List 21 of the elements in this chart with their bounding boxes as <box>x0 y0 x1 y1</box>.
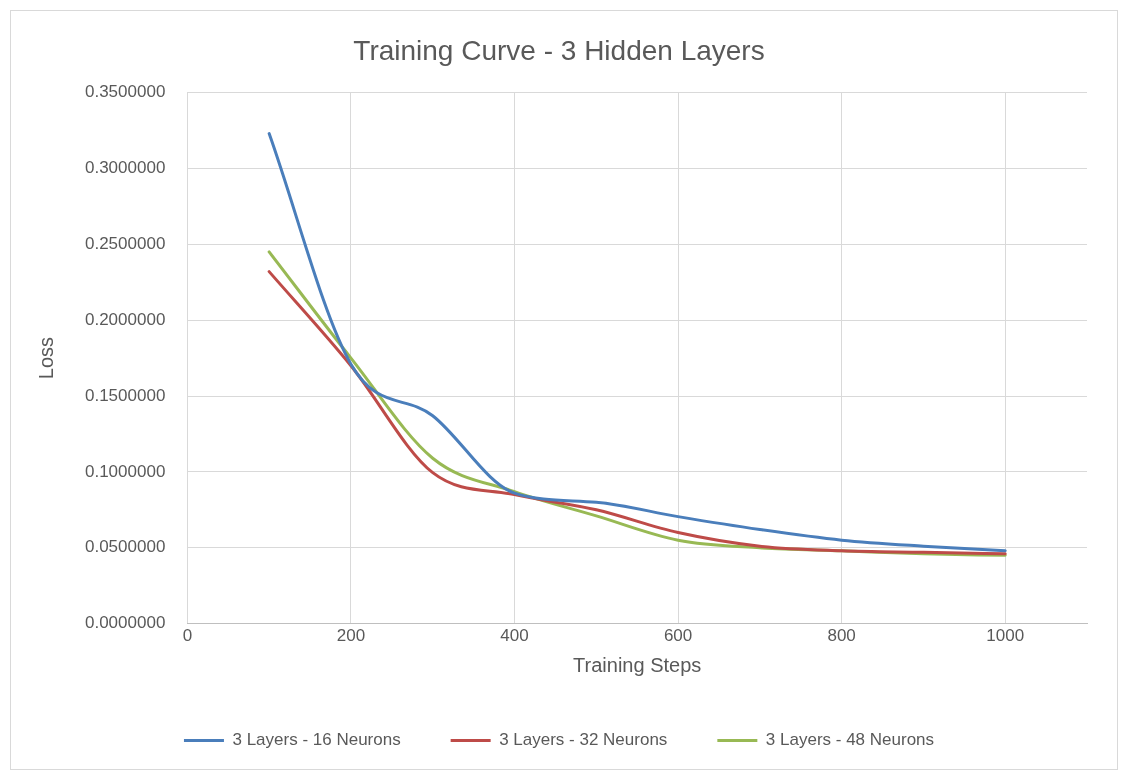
legend-label: 3 Layers - 32 Neurons <box>499 730 668 750</box>
x-tick-label: 0 <box>182 626 193 646</box>
y-tick-label: 0.0500000 <box>84 537 166 557</box>
y-tick-label: 0.1500000 <box>84 385 166 405</box>
x-tick-label: 800 <box>827 626 856 646</box>
legend-label: 3 Layers - 16 Neurons <box>232 730 401 750</box>
legend-label: 3 Layers - 48 Neurons <box>765 730 935 750</box>
x-tick-label: 600 <box>663 626 693 646</box>
x-tick-label: 1000 <box>986 626 1025 646</box>
chart-title: Training Curve - 3 Hidden Layers <box>353 34 765 66</box>
y-axis-title: Loss <box>34 336 57 380</box>
x-tick-label: 400 <box>500 626 529 646</box>
y-tick-label: 0.3000000 <box>84 158 166 178</box>
line-series <box>267 132 1007 553</box>
x-axis-title: Training Steps <box>573 653 702 676</box>
y-tick-label: 0.1000000 <box>84 461 166 481</box>
x-tick-label: 200 <box>336 626 366 646</box>
y-tick-label: 0.0000000 <box>84 613 166 633</box>
y-tick-label: 0.2000000 <box>84 309 166 329</box>
y-tick-label: 0.2500000 <box>84 234 166 253</box>
y-tick-label: 0.3500000 <box>84 82 166 102</box>
